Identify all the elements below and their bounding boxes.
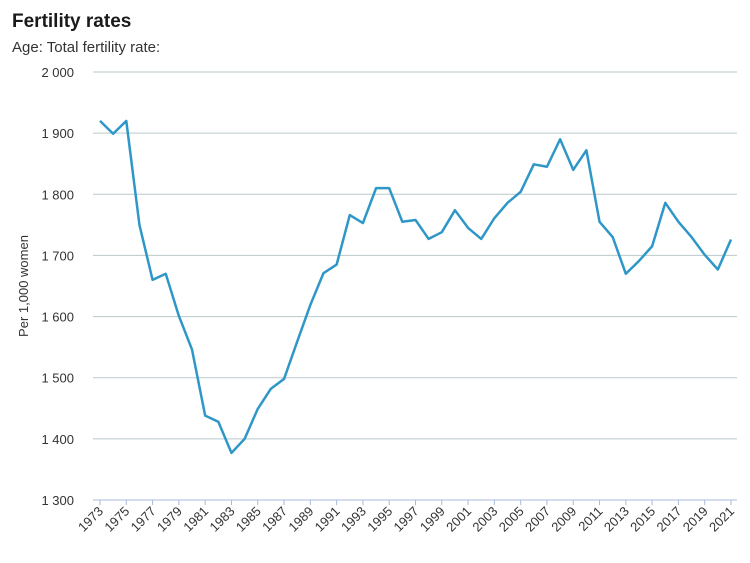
x-tick-label: 1975 <box>101 504 132 535</box>
x-tick-label: 1989 <box>285 504 316 535</box>
x-tick-label: 1995 <box>364 504 395 535</box>
x-tick-label: 1977 <box>128 504 159 535</box>
y-tick-label: 1 400 <box>41 432 74 447</box>
y-axis-label: Per 1,000 women <box>16 235 31 337</box>
x-tick-label: 1999 <box>417 504 448 535</box>
x-tick-label: 2019 <box>680 504 711 535</box>
x-tick-label: 1987 <box>259 504 290 535</box>
y-tick-label: 1 600 <box>41 310 74 325</box>
x-tick-label: 1985 <box>233 504 264 535</box>
x-tick-label: 2005 <box>496 504 527 535</box>
y-tick-label: 1 500 <box>41 371 74 386</box>
chart-subtitle: Age: Total fertility rate: <box>12 39 160 56</box>
x-tick-label: 2015 <box>627 504 658 535</box>
x-tick-label: 1981 <box>180 504 211 535</box>
x-tick-label: 1993 <box>338 504 369 535</box>
y-tick-label: 1 300 <box>41 493 74 508</box>
y-tick-label: 1 700 <box>41 248 74 263</box>
data-line <box>99 119 733 455</box>
x-tick-label: 2021 <box>706 504 737 535</box>
x-tick-label: 1979 <box>154 504 185 535</box>
chart-title: Fertility rates <box>12 11 131 32</box>
y-tick-label: 2 000 <box>41 65 74 80</box>
y-tick-label: 1 800 <box>41 187 74 202</box>
x-tick-label: 2001 <box>443 504 474 535</box>
x-tick-label: 2007 <box>522 504 553 535</box>
x-tick-label: 2013 <box>601 504 632 535</box>
x-tick-label: 2011 <box>575 504 605 534</box>
x-tick-label: 1997 <box>391 504 422 535</box>
x-tick-label: 2017 <box>653 504 684 535</box>
x-tick-label: 2003 <box>469 504 500 535</box>
x-tick-label: 1991 <box>312 504 343 535</box>
x-tick-label: 1973 <box>75 504 106 535</box>
y-tick-label: 1 900 <box>41 126 74 141</box>
x-tick-label: 2009 <box>548 504 579 535</box>
x-tick-label: 1983 <box>207 504 238 535</box>
